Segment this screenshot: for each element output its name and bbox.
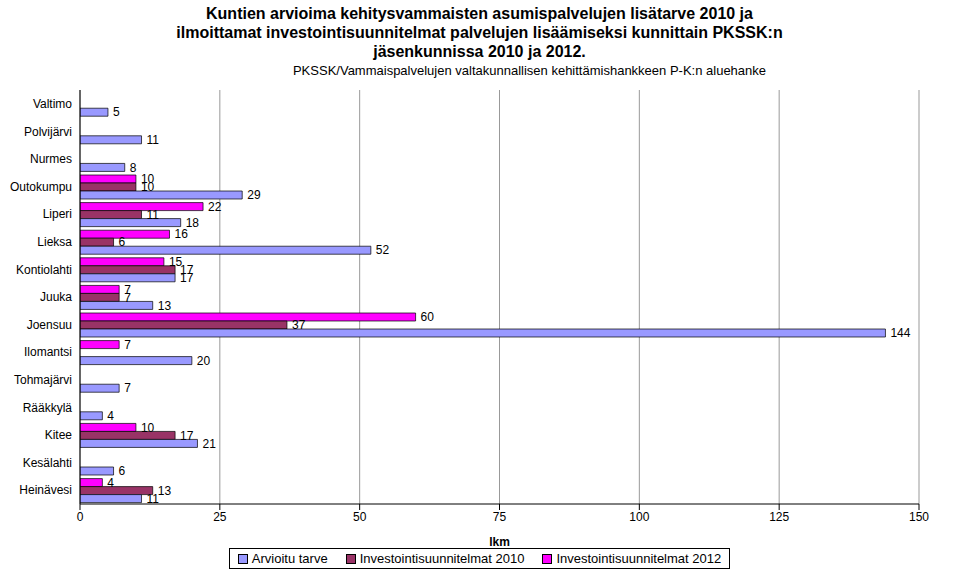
svg-text:18: 18 xyxy=(186,216,200,230)
svg-text:29: 29 xyxy=(247,188,261,202)
svg-text:8: 8 xyxy=(130,161,137,175)
svg-text:7: 7 xyxy=(124,291,131,305)
svg-text:7: 7 xyxy=(124,282,131,297)
svg-text:7: 7 xyxy=(124,381,131,395)
svg-text:Liperi: Liperi xyxy=(43,207,72,221)
svg-text:5: 5 xyxy=(113,105,120,119)
svg-text:13: 13 xyxy=(158,299,172,313)
svg-text:lkm: lkm xyxy=(489,535,510,546)
svg-text:Outokumpu: Outokumpu xyxy=(10,180,72,194)
svg-text:144: 144 xyxy=(890,326,910,340)
svg-text:4: 4 xyxy=(107,476,114,490)
svg-text:Polvijärvi: Polvijärvi xyxy=(24,125,72,139)
svg-text:Valtimo: Valtimo xyxy=(33,97,72,111)
svg-text:21: 21 xyxy=(202,437,216,451)
svg-text:13: 13 xyxy=(158,484,172,498)
svg-text:7: 7 xyxy=(124,338,131,352)
svg-text:10: 10 xyxy=(141,421,155,435)
svg-text:11: 11 xyxy=(147,208,160,222)
svg-text:100: 100 xyxy=(629,510,649,524)
svg-text:Tohmajärvi: Tohmajärvi xyxy=(14,373,72,387)
svg-text:15: 15 xyxy=(168,255,183,270)
svg-text:22: 22 xyxy=(208,200,222,214)
html-text:PKSSK/Vammaispalvelujen valtak: PKSSK/Vammaispalvelujen valtakunnallisen… xyxy=(293,63,766,78)
svg-text:6: 6 xyxy=(119,464,126,478)
svg-text:37: 37 xyxy=(292,318,306,332)
svg-text:0: 0 xyxy=(77,510,84,524)
svg-text:150: 150 xyxy=(909,510,929,524)
svg-text:17: 17 xyxy=(180,429,194,443)
svg-text:11: 11 xyxy=(147,133,160,147)
svg-text:52: 52 xyxy=(376,243,390,257)
svg-text:Kontiolahti: Kontiolahti xyxy=(16,263,72,277)
svg-text:75: 75 xyxy=(493,510,507,524)
svg-text:Lieksa: Lieksa xyxy=(37,235,72,249)
svg-text:50: 50 xyxy=(353,510,367,524)
svg-text:17: 17 xyxy=(180,263,194,278)
svg-text:20: 20 xyxy=(197,354,211,368)
html-text:Investointisuunnitelmat 2010: Investointisuunnitelmat 2010 xyxy=(359,551,525,566)
svg-text:Juuka: Juuka xyxy=(40,290,72,304)
svg-text:Kitee: Kitee xyxy=(45,428,73,442)
html-text:Kuntien arvioima kehitysvammai: Kuntien arvioima kehitysvammaisten asumi… xyxy=(176,5,783,60)
svg-text:4: 4 xyxy=(107,409,114,423)
svg-text:Nurmes: Nurmes xyxy=(30,152,72,166)
svg-text:11: 11 xyxy=(147,492,160,506)
svg-text:6: 6 xyxy=(119,235,126,249)
svg-text:Joensuu: Joensuu xyxy=(27,318,72,332)
svg-text:Ilomantsi: Ilomantsi xyxy=(24,345,72,359)
svg-text:25: 25 xyxy=(213,510,227,524)
svg-text:125: 125 xyxy=(769,510,789,524)
svg-text:16: 16 xyxy=(174,227,188,242)
svg-text:60: 60 xyxy=(421,310,435,324)
svg-text:17: 17 xyxy=(180,271,194,285)
svg-text:Kesälahti: Kesälahti xyxy=(23,456,72,470)
svg-text:10: 10 xyxy=(140,172,155,187)
svg-text:Rääkkylä: Rääkkylä xyxy=(23,401,73,415)
svg-text:10: 10 xyxy=(141,180,155,194)
html-text:Investointisuunnitelmat 2012: Investointisuunnitelmat 2012 xyxy=(556,551,722,566)
html-text:Arvioitu tarve: Arvioitu tarve xyxy=(251,551,328,566)
svg-text:Heinävesi: Heinävesi xyxy=(19,483,72,497)
